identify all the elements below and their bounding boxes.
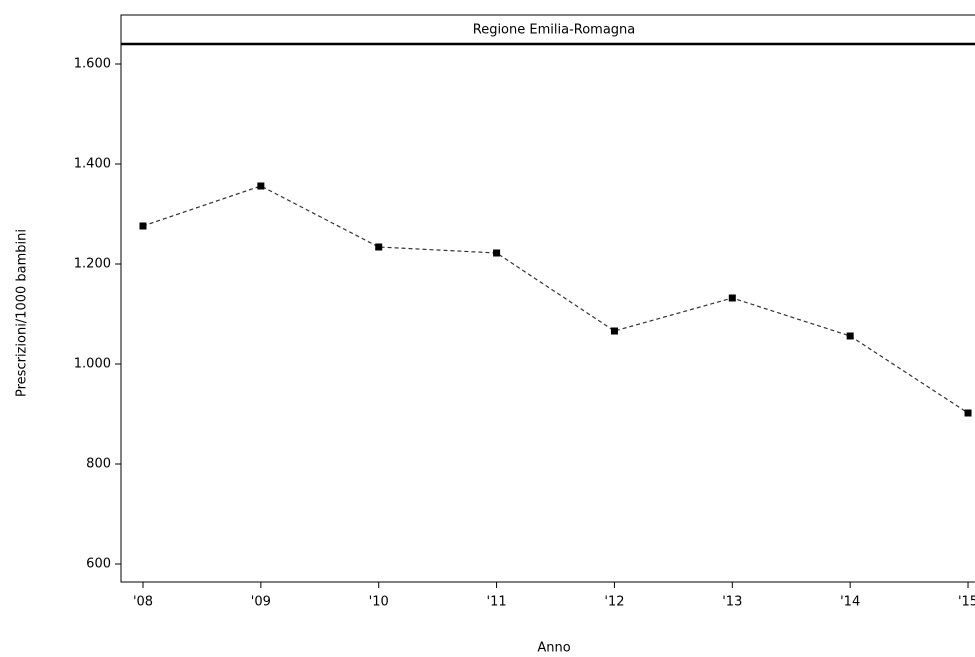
y-tick-label: 800 <box>86 457 111 472</box>
data-point <box>493 249 501 257</box>
y-tick-label: 1.600 <box>74 57 111 72</box>
chart-title: Regione Emilia-Romagna <box>473 23 636 38</box>
x-tick-label: '10 <box>369 595 389 610</box>
data-point <box>610 327 618 335</box>
x-axis-label: Anno <box>537 641 570 656</box>
x-tick-label: '14 <box>840 595 860 610</box>
plot-frame <box>120 14 975 583</box>
y-axis-label: Prescrizioni/1000 bambini <box>15 229 30 397</box>
x-tick-label: '12 <box>604 595 624 610</box>
data-point <box>846 332 854 340</box>
x-tick-label: '15 <box>958 595 975 610</box>
y-tick-label: 1.000 <box>74 357 111 372</box>
data-point <box>139 222 147 230</box>
data-point <box>728 294 736 302</box>
data-point <box>964 409 972 417</box>
data-point <box>257 182 265 190</box>
y-tick-label: 600 <box>86 557 111 572</box>
x-tick-label: '13 <box>722 595 742 610</box>
x-tick-label: '11 <box>487 595 507 610</box>
data-line <box>142 185 969 414</box>
data-point <box>375 243 383 251</box>
y-tick-label: 1.200 <box>74 257 111 272</box>
x-tick-label: '08 <box>133 595 153 610</box>
x-tick-label: '09 <box>251 595 271 610</box>
y-tick-label: 1.400 <box>74 157 111 172</box>
